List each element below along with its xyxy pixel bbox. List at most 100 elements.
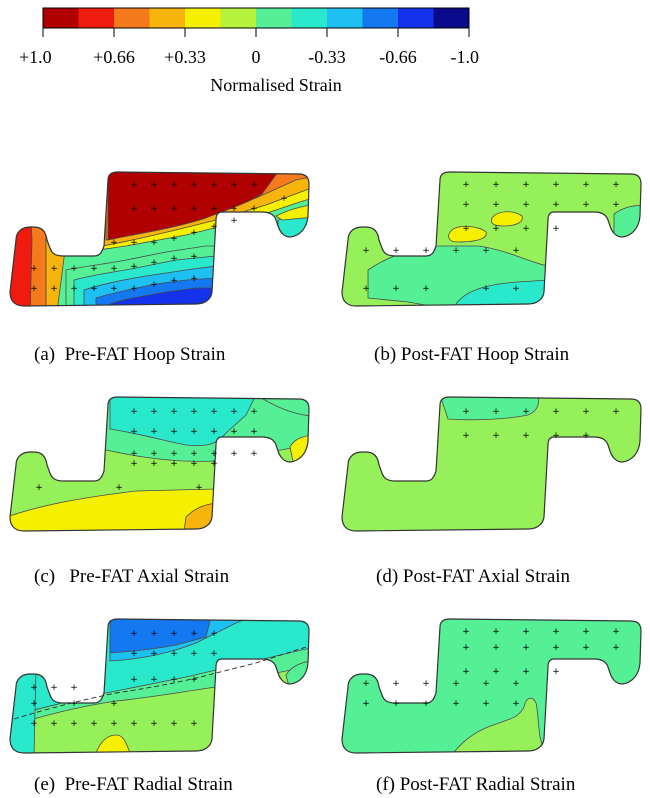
measurement-point-marker: + (170, 180, 178, 190)
measurement-point-marker: + (150, 427, 158, 437)
measurement-point-marker: + (130, 649, 138, 659)
measurement-point-marker: + (210, 449, 218, 459)
colour-swatch (149, 8, 186, 28)
colour-scale-title: Normalised Strain (210, 75, 341, 95)
measurement-point-marker: + (150, 719, 158, 729)
measurement-point-marker: + (150, 449, 158, 459)
colour-scale-tick-label: -0.66 (379, 47, 417, 67)
measurement-point-marker: + (462, 667, 470, 677)
panel-a-pre-fat-hoop: + + + + + + + + + + + + + + + + + + + + + + + + + + + + + + + + + + + + + + + + (9, 171, 310, 307)
measurement-point-marker: + (230, 449, 238, 459)
measurement-point-marker: + (362, 699, 370, 709)
measurement-point-marker: + (210, 180, 218, 190)
measurement-point-marker: + (522, 643, 530, 653)
measurement-point-marker: + (150, 629, 158, 639)
measurement-point-marker: + (130, 204, 138, 214)
measurement-point-marker: + (130, 180, 138, 190)
panel-c-markers: + + + + + + ++ + + + + + ++ + + + + + ++ + + + ++ + + (35, 407, 258, 493)
measurement-point-marker: + (250, 204, 258, 214)
colour-swatch (256, 8, 292, 28)
colour-scale-tick-label: +0.66 (93, 47, 135, 67)
measurement-point-marker: + (210, 204, 218, 214)
measurement-point-marker: + (422, 699, 430, 709)
colour-swatch (362, 8, 399, 28)
colour-scale-tick-label: +0.33 (164, 47, 206, 67)
measurement-point-marker: + (150, 459, 158, 469)
measurement-point-marker: + (462, 200, 470, 210)
colour-scale-tick-label: +1.0 (19, 47, 52, 67)
measurement-point-marker: + (70, 699, 78, 709)
measurement-point-marker: + (170, 427, 178, 437)
measurement-point-marker: + (482, 679, 490, 689)
measurement-point-marker: + (392, 679, 400, 689)
colour-scale-tick-label: -1.0 (451, 47, 480, 67)
measurement-point-marker: + (190, 459, 198, 469)
measurement-point-marker: + (582, 627, 590, 637)
measurement-point-marker: + (522, 180, 530, 190)
caption-a: (a) Pre-FAT Hoop Strain (34, 344, 226, 365)
measurement-point-marker: + (190, 274, 198, 284)
panel-a-markers: + + + + + + + + + + + + + + + + + + + + + + + + + + + + + + + + + + + + + + + + (30, 180, 288, 294)
measurement-point-marker: + (612, 180, 620, 190)
measurement-point-marker: + (130, 449, 138, 459)
measurement-point-marker: + (110, 719, 118, 729)
measurement-point-marker: + (492, 627, 500, 637)
colour-scale-ticks: +1.0 +0.66 +0.33 0 -0.33 -0.66 -1.0 (19, 28, 479, 67)
measurement-point-marker: + (250, 427, 258, 437)
measurement-point-marker: + (522, 431, 530, 441)
measurement-point-marker: + (30, 264, 38, 274)
measurement-point-marker: + (392, 699, 400, 709)
measurement-point-marker: + (195, 483, 203, 493)
measurement-point-marker: + (130, 719, 138, 729)
measurement-point-marker: + (130, 407, 138, 417)
panel-d-markers: + + + + + + + + + + + (462, 407, 620, 441)
panel-b-markers: + + + + + + + + + + + + + + + + + + + + + + + + + + + (362, 180, 620, 294)
measurement-point-marker: + (612, 407, 620, 417)
measurement-point-marker: + (230, 204, 238, 214)
measurement-point-marker: + (150, 675, 158, 685)
measurement-point-marker: + (170, 407, 178, 417)
measurement-point-marker: + (522, 667, 530, 677)
panel-e-contour-dashed (13, 646, 307, 720)
measurement-point-marker: + (422, 246, 430, 256)
panel-d-post-fat-axial: + + + + + + + + + + + (341, 396, 642, 532)
panel-b-contours (342, 172, 641, 306)
measurement-point-marker: + (552, 667, 560, 677)
measurement-point-marker: + (110, 264, 118, 274)
measurement-point-marker: + (492, 200, 500, 210)
measurement-point-marker: + (362, 284, 370, 294)
measurement-point-marker: + (150, 407, 158, 417)
measurement-point-marker: + (190, 228, 198, 238)
measurement-point-marker: + (210, 649, 218, 659)
measurement-point-marker: + (522, 224, 530, 234)
colour-swatch (433, 8, 470, 28)
measurement-point-marker: + (522, 407, 530, 417)
measurement-point-marker: + (170, 276, 178, 286)
measurement-point-marker: + (582, 431, 590, 441)
measurement-point-marker: + (150, 649, 158, 659)
measurement-point-marker: + (70, 264, 78, 274)
measurement-point-marker: + (512, 679, 520, 689)
measurement-point-marker: + (552, 200, 560, 210)
measurement-point-marker: + (190, 252, 198, 262)
measurement-point-marker: + (110, 284, 118, 294)
measurement-point-marker: + (452, 246, 460, 256)
measurement-point-marker: + (170, 204, 178, 214)
measurement-point-marker: + (492, 224, 500, 234)
measurement-point-marker: + (522, 200, 530, 210)
colour-swatch (185, 8, 221, 28)
measurement-point-marker: + (170, 254, 178, 264)
measurement-point-marker: + (170, 234, 178, 244)
measurement-point-marker: + (462, 407, 470, 417)
measurement-point-marker: + (70, 284, 78, 294)
measurement-point-marker: + (210, 222, 218, 232)
measurement-point-marker: + (582, 407, 590, 417)
measurement-point-marker: + (70, 719, 78, 729)
measurement-point-marker: + (150, 180, 158, 190)
measurement-point-marker: + (462, 627, 470, 637)
measurement-point-marker: + (462, 180, 470, 190)
measurement-point-marker: + (150, 258, 158, 268)
measurement-point-marker: + (190, 427, 198, 437)
measurement-point-marker: + (230, 216, 238, 226)
measurement-point-marker: + (362, 246, 370, 256)
